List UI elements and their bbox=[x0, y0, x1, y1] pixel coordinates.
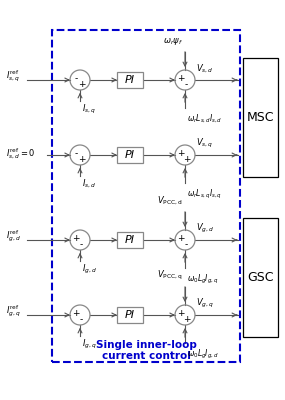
Text: -: - bbox=[185, 240, 188, 249]
FancyBboxPatch shape bbox=[117, 307, 143, 323]
Text: $I_{g,q}^{\rm ref}$: $I_{g,q}^{\rm ref}$ bbox=[6, 303, 21, 319]
FancyBboxPatch shape bbox=[117, 72, 143, 88]
Text: $\omega_0 L_g I_{g,q}$: $\omega_0 L_g I_{g,q}$ bbox=[187, 273, 219, 286]
Text: $V_{\rm PCC,q}$: $V_{\rm PCC,q}$ bbox=[157, 269, 183, 282]
Text: +: + bbox=[177, 309, 185, 318]
Text: $I_{s,d}$: $I_{s,d}$ bbox=[82, 178, 96, 190]
Text: -: - bbox=[80, 315, 83, 324]
Text: Single inner-loop: Single inner-loop bbox=[95, 340, 196, 350]
Text: $V_{s,q}$: $V_{s,q}$ bbox=[196, 137, 213, 150]
Text: +: + bbox=[183, 315, 190, 324]
FancyBboxPatch shape bbox=[117, 232, 143, 248]
Text: PI: PI bbox=[125, 75, 135, 85]
Text: +: + bbox=[183, 155, 190, 164]
Text: $V_{\rm PCC,d}$: $V_{\rm PCC,d}$ bbox=[157, 195, 183, 207]
Text: +: + bbox=[78, 155, 85, 164]
Text: $\omega_r\psi_f$: $\omega_r\psi_f$ bbox=[163, 36, 183, 47]
Text: PI: PI bbox=[125, 310, 135, 320]
Text: current control: current control bbox=[101, 351, 190, 361]
Text: $V_{s,d}$: $V_{s,d}$ bbox=[196, 63, 213, 75]
Text: +: + bbox=[177, 74, 185, 83]
Text: $V_{g,q}$: $V_{g,q}$ bbox=[196, 297, 214, 310]
Text: PI: PI bbox=[125, 150, 135, 160]
FancyBboxPatch shape bbox=[243, 218, 278, 337]
Text: +: + bbox=[177, 149, 185, 158]
FancyBboxPatch shape bbox=[243, 58, 278, 177]
Text: $\omega_r L_{s,d}I_{s,d}$: $\omega_r L_{s,d}I_{s,d}$ bbox=[187, 113, 222, 125]
Text: $\omega_r L_{s,q}I_{s,q}$: $\omega_r L_{s,q}I_{s,q}$ bbox=[187, 188, 222, 201]
Text: $I_{g,q}$: $I_{g,q}$ bbox=[82, 338, 97, 351]
Text: -: - bbox=[80, 240, 83, 249]
Text: $I_{s,d}^{\rm ref}=0$: $I_{s,d}^{\rm ref}=0$ bbox=[6, 147, 35, 161]
Text: +: + bbox=[177, 234, 185, 243]
Text: $I_{g,d}$: $I_{g,d}$ bbox=[82, 263, 97, 276]
Text: -: - bbox=[74, 74, 78, 83]
Text: MSC: MSC bbox=[247, 111, 274, 124]
Text: -: - bbox=[74, 149, 78, 158]
FancyBboxPatch shape bbox=[117, 147, 143, 163]
Text: +: + bbox=[78, 80, 85, 89]
Text: +: + bbox=[72, 309, 80, 318]
Text: $I_{s,q}^{\rm ref}$: $I_{s,q}^{\rm ref}$ bbox=[6, 68, 20, 84]
Text: $\omega_0 L_g I_{g,d}$: $\omega_0 L_g I_{g,d}$ bbox=[187, 348, 219, 361]
Text: PI: PI bbox=[125, 235, 135, 245]
Text: +: + bbox=[72, 234, 80, 243]
Text: $I_{g,d}^{\rm ref}$: $I_{g,d}^{\rm ref}$ bbox=[6, 228, 21, 244]
Text: $I_{s,q}$: $I_{s,q}$ bbox=[82, 103, 96, 116]
Text: GSC: GSC bbox=[247, 271, 274, 284]
Text: -: - bbox=[185, 80, 188, 89]
Text: $V_{g,d}$: $V_{g,d}$ bbox=[196, 222, 214, 235]
